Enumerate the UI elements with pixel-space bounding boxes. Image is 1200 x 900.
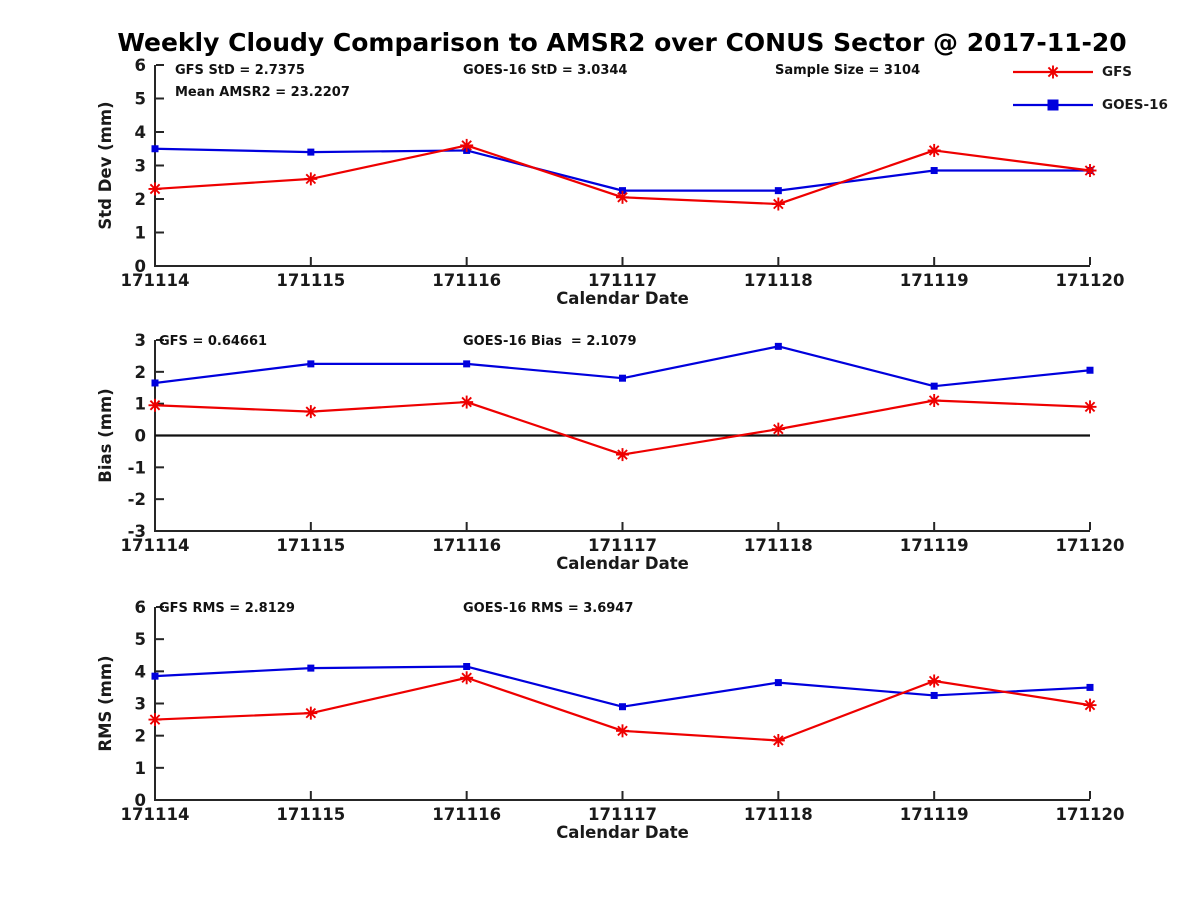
svg-text:GOES-16 Bias = 2.1079: GOES-16 Bias = 2.1079	[463, 334, 637, 349]
svg-text:3: 3	[135, 695, 146, 714]
svg-text:3: 3	[135, 157, 146, 176]
svg-text:Std Dev (mm): Std Dev (mm)	[96, 101, 115, 229]
svg-text:171119: 171119	[900, 805, 969, 824]
svg-text:171119: 171119	[900, 271, 969, 290]
svg-text:171120: 171120	[1056, 805, 1125, 824]
svg-text:171119: 171119	[900, 536, 969, 555]
svg-text:171118: 171118	[744, 536, 813, 555]
svg-text:171115: 171115	[276, 805, 345, 824]
svg-text:0: 0	[135, 791, 146, 810]
goes16-line-sample-icon	[1013, 99, 1093, 111]
svg-text:Calendar Date: Calendar Date	[556, 823, 689, 842]
svg-text:6: 6	[135, 56, 146, 75]
gfs-series	[148, 671, 1097, 747]
legend-label-gfs: GFS	[1102, 64, 1133, 80]
svg-text:GFS = 0.64661: GFS = 0.64661	[159, 334, 267, 349]
svg-text:1: 1	[135, 759, 146, 778]
svg-text:RMS (mm): RMS (mm)	[96, 655, 115, 751]
svg-text:171114: 171114	[121, 805, 190, 824]
svg-text:0: 0	[135, 427, 146, 446]
rms-panel: 0 1 2 3 4 5 6 171114 171115 171116 171117 171118 171…	[96, 598, 1124, 842]
svg-text:171120: 171120	[1056, 536, 1125, 555]
svg-text:171116: 171116	[432, 805, 501, 824]
gfs-series	[148, 138, 1097, 211]
gfs-series	[148, 393, 1097, 462]
svg-text:171114: 171114	[121, 536, 190, 555]
svg-text:-2: -2	[128, 490, 146, 509]
svg-text:1: 1	[135, 395, 146, 414]
svg-text:171116: 171116	[432, 271, 501, 290]
svg-text:4: 4	[135, 662, 146, 681]
svg-text:171117: 171117	[588, 536, 657, 555]
goes-16-series	[151, 663, 1094, 711]
svg-text:GOES-16 RMS = 3.6947: GOES-16 RMS = 3.6947	[463, 601, 633, 616]
svg-text:171117: 171117	[588, 271, 657, 290]
svg-text:5: 5	[135, 630, 146, 649]
std-dev-panel: 0 1 2 3 4 5 6 171114 171115 171116 171117 171118 171…	[96, 56, 1124, 308]
svg-text:Sample Size = 3104: Sample Size = 3104	[775, 63, 920, 78]
figure-title: Weekly Cloudy Comparison to AMSR2 over C…	[117, 28, 1127, 57]
svg-text:3: 3	[135, 331, 146, 350]
svg-text:GFS StD = 2.7375: GFS StD = 2.7375	[175, 63, 305, 78]
svg-text:GOES-16 StD = 3.0344: GOES-16 StD = 3.0344	[463, 63, 627, 78]
legend-label-goes16: GOES-16	[1102, 97, 1168, 113]
legend: GFS GOES-16	[1012, 64, 1168, 130]
svg-text:Bias (mm): Bias (mm)	[96, 388, 115, 482]
goes-16-series	[151, 342, 1094, 390]
legend-item-goes16: GOES-16	[1012, 97, 1168, 113]
svg-text:171115: 171115	[276, 271, 345, 290]
svg-text:171117: 171117	[588, 805, 657, 824]
svg-text:Calendar Date: Calendar Date	[556, 554, 689, 573]
svg-text:GFS RMS = 2.8129: GFS RMS = 2.8129	[159, 601, 295, 616]
svg-text:171116: 171116	[432, 536, 501, 555]
svg-text:4: 4	[135, 123, 146, 142]
svg-text:Calendar Date: Calendar Date	[556, 289, 689, 308]
svg-text:0: 0	[135, 257, 146, 276]
bias-panel: -3 -2 -1 0 1 2 3 171114 171115 171116 171117 171118…	[96, 331, 1124, 573]
svg-text:6: 6	[135, 598, 146, 617]
svg-text:Mean AMSR2 = 23.2207: Mean AMSR2 = 23.2207	[175, 85, 350, 100]
svg-text:171114: 171114	[121, 271, 190, 290]
svg-text:-1: -1	[128, 458, 146, 477]
svg-text:171118: 171118	[744, 805, 813, 824]
svg-text:5: 5	[135, 90, 146, 109]
svg-text:171115: 171115	[276, 536, 345, 555]
svg-text:2: 2	[135, 190, 146, 209]
legend-item-gfs: GFS	[1012, 64, 1168, 80]
svg-text:2: 2	[135, 727, 146, 746]
svg-text:1: 1	[135, 224, 146, 243]
gfs-line-sample-icon	[1013, 65, 1093, 79]
svg-text:-3: -3	[128, 522, 146, 541]
svg-text:2: 2	[135, 363, 146, 382]
svg-text:171118: 171118	[744, 271, 813, 290]
svg-text:171120: 171120	[1056, 271, 1125, 290]
